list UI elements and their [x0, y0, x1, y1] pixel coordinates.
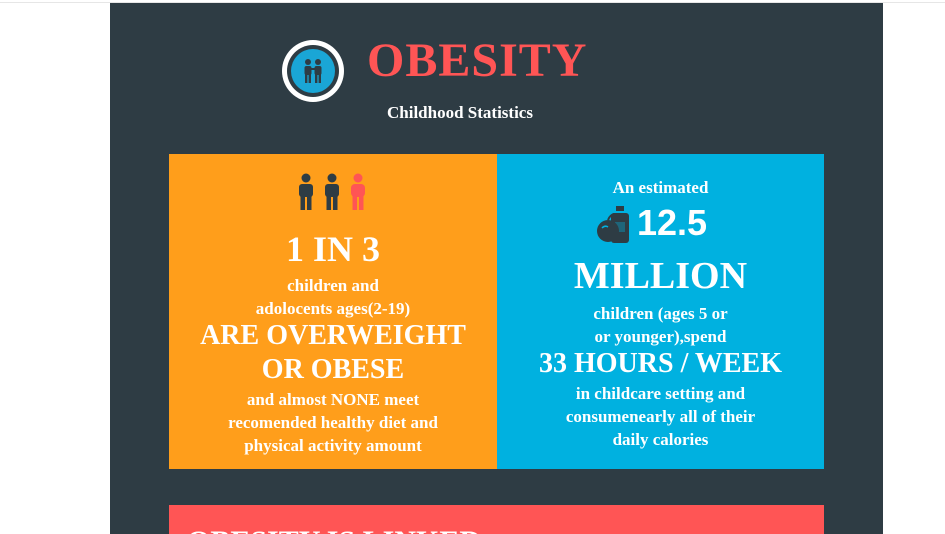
stat-text-line: and almost NONE meet: [246, 390, 420, 409]
stat-text-line: consumenearly all of their: [565, 407, 756, 426]
stat-number-row: 12.5: [497, 202, 824, 248]
stat-emphasis: ARE OVERWEIGHT: [200, 320, 466, 351]
three-children-icon: [294, 173, 372, 216]
subtitle-text: Childhood Statistics: [387, 103, 533, 122]
stat-unit: MILLION: [573, 255, 748, 297]
stat-emphasis: OR OBESE: [261, 354, 405, 385]
stat-intro: An estimated: [612, 178, 709, 197]
stat-number: 12.5: [637, 202, 708, 243]
stat-headline: 1 IN 3: [285, 229, 380, 269]
stat-card-overweight: 1 IN 3 children and adolocents ages(2-19…: [169, 154, 497, 469]
stat-text-line: or younger),spend: [594, 327, 727, 346]
children-icon: [282, 40, 344, 102]
stat-text-line: in childcare setting and: [575, 384, 746, 403]
stat-text-line: children and: [287, 276, 379, 295]
stat-text-line: adolocents ages(2-19): [255, 299, 411, 318]
stat-card-childcare: An estimated 12.5 MILLION children (ages…: [497, 154, 824, 469]
infographic-panel: OBESITY Childhood Statistics: [110, 3, 883, 534]
section-heading: OBESITY IS LINKED: [187, 525, 481, 534]
apple-bottle-icon: [597, 206, 629, 243]
top-divider: [0, 2, 945, 3]
stat-text-line: children (ages 5 or: [593, 304, 728, 323]
stat-emphasis: 33 HOURS / WEEK: [539, 348, 782, 379]
stat-text-line: physical activity amount: [244, 436, 422, 455]
stat-text-line: recomended healthy diet and: [228, 413, 438, 432]
stat-text-line: daily calories: [612, 430, 709, 449]
page-title: OBESITY: [367, 34, 588, 87]
section-obesity-linked: OBESITY IS LINKED: [169, 505, 824, 534]
